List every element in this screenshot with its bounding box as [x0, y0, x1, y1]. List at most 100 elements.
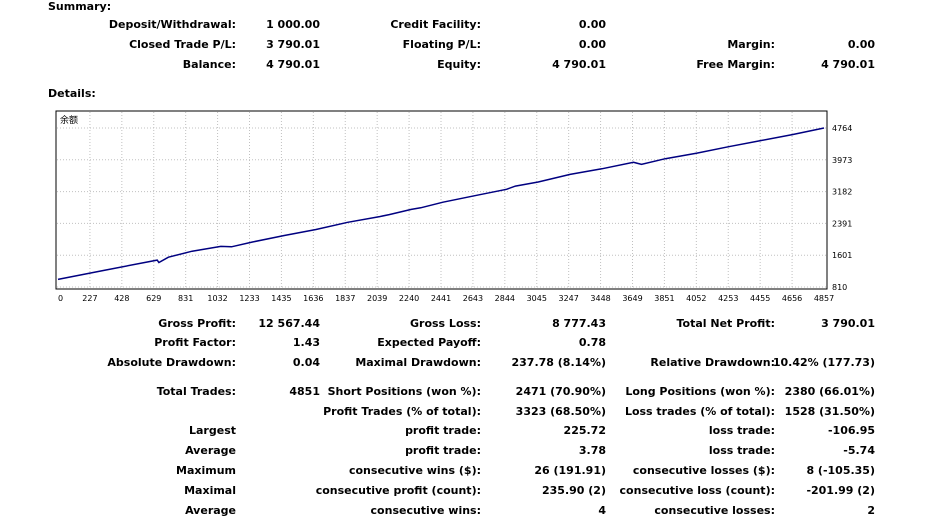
- floating-pl-label: Floating P/L:: [402, 38, 481, 51]
- avg-cons-wins-label: consecutive wins:: [370, 504, 481, 517]
- maximal-label: Maximal: [184, 484, 236, 497]
- x-tick-label: 2240: [399, 294, 419, 303]
- x-tick-label: 4253: [718, 294, 738, 303]
- x-tick-label: 2844: [495, 294, 515, 303]
- equity-label: Equity:: [437, 58, 481, 71]
- max-drawdown-value: 237.78 (8.14%): [511, 356, 607, 369]
- max-cons-wins-label: consecutive wins ($):: [348, 464, 481, 477]
- details-title: Details:: [48, 87, 96, 100]
- largest-label: Largest: [189, 424, 236, 437]
- gross-profit-label: Gross Profit:: [158, 317, 236, 330]
- gross-loss-label: Gross Loss:: [410, 317, 481, 330]
- x-tick-label: 227: [82, 294, 97, 303]
- largest-profit-label: profit trade:: [405, 424, 481, 437]
- chart-ticks: 0 227 428 629 831 1032 1233 1435 1636 1837 2039 224…: [58, 124, 852, 303]
- credit-value: 0.00: [578, 18, 606, 31]
- expected-payoff-value: 0.78: [578, 336, 606, 349]
- x-tick-label: 3045: [527, 294, 547, 303]
- net-profit-value: 3 790.01: [821, 317, 875, 330]
- x-tick-label: 3649: [622, 294, 642, 303]
- abs-drawdown-label: Absolute Drawdown:: [107, 356, 236, 369]
- x-tick-label: 4052: [686, 294, 706, 303]
- avg-cons-wins-value: 4: [598, 504, 606, 517]
- deposit-label: Deposit/Withdrawal:: [108, 18, 236, 31]
- closed-pl-label: Closed Trade P/L:: [129, 38, 236, 51]
- x-tick-label: 831: [178, 294, 193, 303]
- balance-value: 4 790.01: [266, 58, 320, 71]
- largest-loss-label: loss trade:: [708, 424, 775, 437]
- x-tick-label: 0: [58, 294, 63, 303]
- x-tick-label: 2441: [431, 294, 451, 303]
- max-cons-losses-label: consecutive losses ($):: [632, 464, 775, 477]
- expected-payoff-label: Expected Payoff:: [377, 336, 481, 349]
- loss-trades-label: Loss trades (% of total):: [624, 405, 775, 418]
- chart-grid: [57, 112, 826, 288]
- rel-drawdown-value: 10.42% (177.73): [772, 356, 875, 369]
- total-trades-label: Total Trades:: [156, 385, 236, 398]
- largest-profit-value: 225.72: [563, 424, 606, 437]
- closed-pl-value: 3 790.01: [266, 38, 320, 51]
- summary-title: Summary:: [48, 0, 112, 13]
- free-margin-label: Free Margin:: [696, 58, 775, 71]
- balance-chart: 0 227 428 629 831 1032 1233 1435 1636 1837 2039 224…: [55, 110, 852, 303]
- profit-factor-value: 1.43: [292, 336, 320, 349]
- deposit-value: 1 000.00: [266, 18, 320, 31]
- maximal-cons-profit-value: 235.90 (2): [542, 484, 606, 497]
- rel-drawdown-label: Relative Drawdown:: [650, 356, 775, 369]
- x-tick-label: 4857: [814, 294, 834, 303]
- gross-loss-value: 8 777.43: [552, 317, 606, 330]
- y-tick-label: 3973: [832, 156, 852, 165]
- equity-value: 4 790.01: [552, 58, 606, 71]
- abs-drawdown-value: 0.04: [292, 356, 320, 369]
- profit-trades-value: 3323 (68.50%): [515, 405, 606, 418]
- credit-label: Credit Facility:: [390, 18, 481, 31]
- x-tick-label: 4455: [750, 294, 770, 303]
- maximal-cons-profit-label: consecutive profit (count):: [315, 484, 481, 497]
- x-tick-label: 3247: [558, 294, 578, 303]
- maximal-cons-loss-value: -201.99 (2): [806, 484, 875, 497]
- x-tick-label: 1233: [239, 294, 259, 303]
- free-margin-value: 4 790.01: [821, 58, 875, 71]
- maximal-cons-loss-label: consecutive loss (count):: [619, 484, 775, 497]
- x-tick-label: 2643: [463, 294, 483, 303]
- average-profit-value: 3.78: [578, 444, 606, 457]
- avg-cons-losses-value: 2: [867, 504, 875, 517]
- margin-value: 0.00: [847, 38, 875, 51]
- balance-label: Balance:: [182, 58, 236, 71]
- y-tick-label: 2391: [832, 219, 852, 228]
- profit-trades-label: Profit Trades (% of total):: [323, 405, 481, 418]
- y-tick-label: 3182: [832, 188, 852, 197]
- loss-trades-value: 1528 (31.50%): [784, 405, 875, 418]
- balance-series-line: [57, 127, 825, 281]
- avg-cons-losses-label: consecutive losses:: [654, 504, 775, 517]
- x-tick-label: 1032: [207, 294, 227, 303]
- x-tick-label: 629: [146, 294, 161, 303]
- avg-cons-label: Average: [185, 504, 236, 517]
- y-tick-label: 4764: [832, 124, 852, 133]
- total-trades-value: 4851: [289, 385, 320, 398]
- gross-profit-value: 12 567.44: [258, 317, 320, 330]
- largest-loss-value: -106.95: [827, 424, 875, 437]
- floating-pl-value: 0.00: [578, 38, 606, 51]
- x-tick-label: 1435: [271, 294, 291, 303]
- long-positions-value: 2380 (66.01%): [784, 385, 875, 398]
- chart-title: 余额: [60, 114, 78, 126]
- x-tick-label: 428: [114, 294, 129, 303]
- short-positions-value: 2471 (70.90%): [515, 385, 606, 398]
- x-tick-label: 1636: [303, 294, 323, 303]
- x-tick-label: 3851: [654, 294, 674, 303]
- max-cons-losses-value: 8 (-105.35): [806, 464, 875, 477]
- x-tick-label: 1837: [335, 294, 355, 303]
- x-tick-label: 3448: [590, 294, 610, 303]
- x-tick-label: 4656: [782, 294, 802, 303]
- max-drawdown-label: Maximal Drawdown:: [355, 356, 481, 369]
- max-cons-wins-value: 26 (191.91): [534, 464, 606, 477]
- long-positions-label: Long Positions (won %):: [625, 385, 775, 398]
- x-tick-label: 2039: [367, 294, 387, 303]
- average-loss-value: -5.74: [843, 444, 875, 457]
- short-positions-label: Short Positions (won %):: [327, 385, 481, 398]
- average-label: Average: [185, 444, 236, 457]
- average-loss-label: loss trade:: [708, 444, 775, 457]
- average-profit-label: profit trade:: [405, 444, 481, 457]
- net-profit-label: Total Net Profit:: [676, 317, 776, 330]
